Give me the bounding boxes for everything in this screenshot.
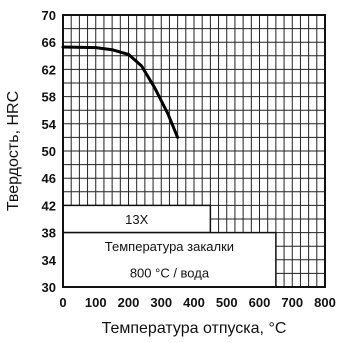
series-line [61, 45, 180, 139]
y-axis-label: Твердость, HRC [5, 91, 22, 211]
plot-frame [62, 14, 326, 288]
x-tick-label: 600 [249, 295, 271, 310]
x-axis-label: Температура отпуска, °С [102, 320, 287, 337]
x-tick-label: 0 [59, 295, 66, 310]
tick-labels: 0 100 200 300 400 500 600 700 800 30 34 38 42 46 50 54 5… [42, 8, 336, 310]
y-tick-label: 66 [42, 35, 56, 50]
y-tick-label: 70 [42, 8, 56, 23]
y-tick-label: 54 [42, 117, 57, 132]
x-tick-label: 300 [150, 295, 172, 310]
quench-temperature-label: Температура закалки [105, 239, 234, 254]
y-tick-label: 46 [42, 171, 56, 186]
x-tick-label: 200 [118, 295, 140, 310]
y-tick-label: 34 [42, 253, 57, 268]
series-layer [61, 45, 180, 139]
grade-label: 13Х [125, 212, 148, 227]
x-tick-label: 800 [314, 295, 336, 310]
y-tick-label: 38 [42, 226, 56, 241]
y-tick-label: 42 [42, 198, 56, 213]
x-tick-label: 100 [85, 295, 107, 310]
quench-condition-label: 800 °С / вода [130, 265, 210, 280]
grade-label-box [62, 204, 212, 234]
y-tick-label: 30 [42, 280, 56, 295]
y-tick-label: 50 [42, 144, 56, 159]
x-tick-label: 500 [216, 295, 238, 310]
x-tick-label: 700 [281, 295, 303, 310]
y-tick-label: 62 [42, 62, 56, 77]
quench-note-box [62, 231, 277, 288]
x-tick-label: 400 [183, 295, 205, 310]
y-tick-label: 58 [42, 90, 56, 105]
